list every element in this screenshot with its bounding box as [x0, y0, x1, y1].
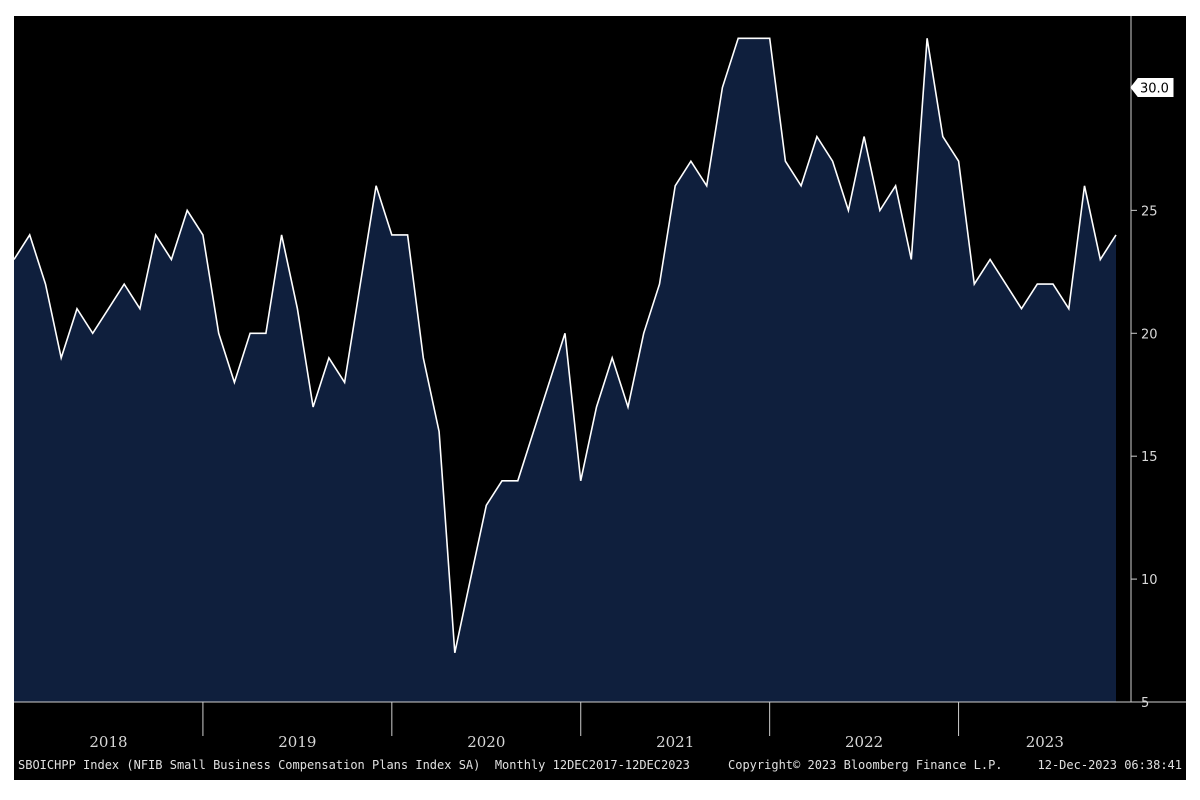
timestamp: 12-Dec-2023 06:38:41: [1037, 758, 1183, 772]
copyright-text: Copyright© 2023 Bloomberg Finance L.P.: [728, 758, 1003, 772]
compensation-plans-chart: 5 10 15 20 25 30.0 2018 2019 2020 2021 2022 2023: [14, 16, 1186, 751]
ticker-description: SBOICHPP Index (NFIB Small Business Comp…: [18, 758, 690, 772]
y-tick-label: 15: [1141, 450, 1158, 465]
last-value-label: 30.0: [1140, 81, 1169, 96]
x-year-label: 2022: [845, 733, 883, 751]
x-year-label: 2023: [1026, 733, 1064, 751]
x-year-label: 2018: [89, 733, 127, 751]
chart-frame: 5 10 15 20 25 30.0 2018 2019 2020 2021 2022 2023 SB…: [14, 16, 1186, 780]
y-tick-label: 20: [1141, 327, 1158, 342]
y-tick-label: 5: [1141, 696, 1149, 711]
x-year-label: 2019: [278, 733, 316, 751]
axes: 5 10 15 20 25 30.0 2018 2019 2020 2021 2022 2023: [14, 16, 1186, 751]
last-value-callout: 30.0: [1130, 77, 1174, 97]
x-year-label: 2021: [656, 733, 694, 751]
x-year-label: 2020: [467, 733, 505, 751]
last-value-box: [1130, 77, 1174, 97]
y-tick-label: 10: [1141, 573, 1158, 588]
y-tick-label: 25: [1141, 204, 1158, 219]
plot-area: [14, 37, 1117, 703]
area-fill: [14, 38, 1116, 703]
series-line: [14, 37, 1117, 653]
